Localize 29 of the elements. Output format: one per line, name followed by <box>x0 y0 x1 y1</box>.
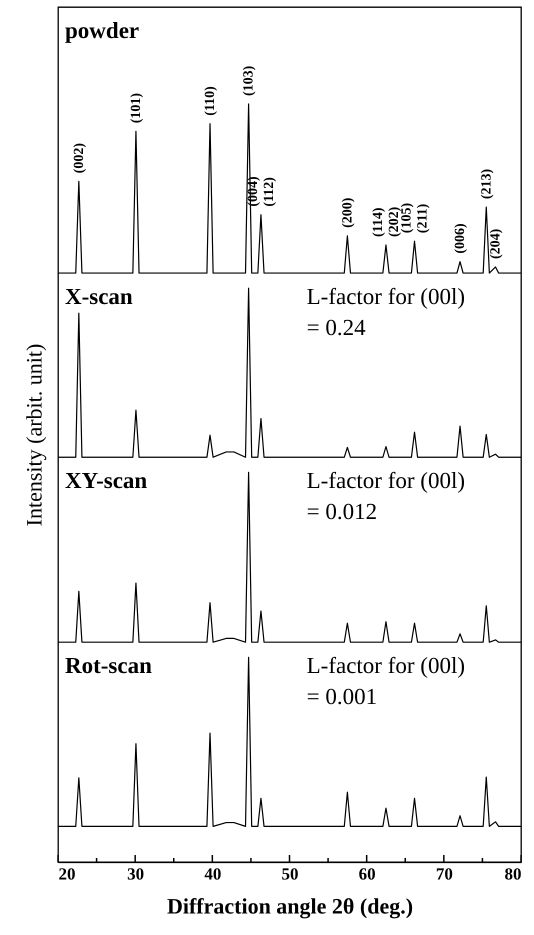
x-tick-label: 60 <box>358 864 376 884</box>
x-tick-label: 20 <box>58 864 76 884</box>
annotation: (200) <box>340 197 356 228</box>
annotation: L-factor for (00l) = 0.012 <box>306 468 466 524</box>
x-tick-label: 70 <box>436 864 453 884</box>
annotation: (114) <box>370 207 386 238</box>
annotation: X-scan <box>65 284 133 310</box>
x-tick-label: 50 <box>282 864 298 884</box>
x-tick-label: 30 <box>127 864 144 884</box>
x-tick-label: 80 <box>504 864 522 884</box>
annotation: XY-scan <box>65 468 148 494</box>
annotation: (202) <box>386 206 402 238</box>
y-axis-title: Intensity (arbit. unit) <box>22 344 46 526</box>
annotation: (211) <box>416 203 431 234</box>
annotation: (002) <box>72 142 87 174</box>
annotation: (110) <box>203 86 218 116</box>
annotation: (213) <box>479 168 494 200</box>
annotation: (105) <box>400 202 415 234</box>
annotation: Rot-scan <box>65 653 152 678</box>
annotation: L-factor for (00l) = 0.001 <box>306 653 466 710</box>
annotation: (006) <box>453 223 468 254</box>
annotation: (103) <box>242 65 257 96</box>
x-axis-title: Diffraction angle 2θ (deg.) <box>166 894 414 918</box>
text: powder <box>65 18 140 43</box>
annotation: (204) <box>488 228 504 259</box>
annotation: (101) <box>128 92 144 124</box>
annotation: L-factor for (00l) = 0.24 <box>306 284 466 340</box>
annotation: (112) <box>262 176 277 207</box>
x-tick-label: 40 <box>204 864 222 884</box>
